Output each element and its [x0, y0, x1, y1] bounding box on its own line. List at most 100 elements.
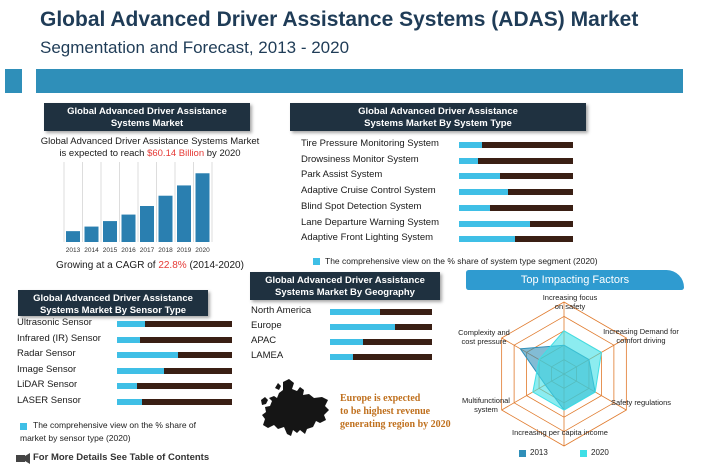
- market-bar: [66, 231, 80, 242]
- market-value-highlight: $60.14 Billion: [147, 148, 205, 159]
- page-title: Global Advanced Driver Assistance System…: [40, 8, 639, 31]
- sensor-type-share-fill: [117, 367, 165, 374]
- radar-legend-2013-swatch: [519, 450, 526, 457]
- sensor-type-bar: [117, 321, 232, 327]
- system-legend-text: The comprehensive view on the % share of…: [325, 256, 598, 266]
- market-bar: [177, 185, 191, 242]
- sensor-legend-text-2: market by sensor type (2020): [20, 433, 131, 443]
- radar-label-complexity: Complexity and cost pressure: [452, 328, 516, 346]
- system-type-label: Adaptive Cruise Control System: [301, 185, 436, 197]
- market-size-chart: 2013 2014 2015 2016 2017 2018 2019 2020: [63, 162, 213, 254]
- system-type-label: Park Assist System: [301, 169, 383, 181]
- system-type-bar: [459, 142, 573, 148]
- cagr-prefix: Growing at a CAGR of: [56, 260, 156, 271]
- page-subtitle: Segmentation and Forecast, 2013 - 2020: [40, 38, 350, 57]
- system-type-bar: [459, 220, 573, 227]
- system-type-bar: [459, 157, 573, 164]
- radar-legend-2013: 2013: [530, 448, 548, 457]
- market-description-line2: is expected to reach $60.14 Billion by 2…: [40, 148, 260, 160]
- market-tick-label: 2014: [84, 247, 99, 254]
- radar-label-multifunctional-l1: Multifunctional: [462, 396, 510, 405]
- radar-label-income: Increasing per capita income: [505, 428, 615, 437]
- system-type-label: Lane Departure Warning System: [301, 216, 439, 228]
- geography-share-fill: [330, 324, 396, 330]
- europe-note: Europe is expected to be highest revenue…: [340, 392, 451, 431]
- market-tick-label: 2019: [177, 247, 192, 254]
- geography-label: LAMEA: [251, 350, 284, 361]
- sensor-type-share-fill: [117, 352, 178, 359]
- radar-legend-2020-swatch: [580, 450, 587, 457]
- market-description: Global Advanced Driver Assistance System…: [40, 136, 260, 160]
- market-bar: [195, 173, 210, 242]
- system-type-box-header: Global Advanced Driver Assistance System…: [290, 103, 586, 131]
- geography-share-fill: [330, 339, 363, 345]
- sensor-type-label: Infrared (IR) Sensor: [17, 332, 101, 344]
- geography-share-fill: [330, 309, 380, 315]
- sensor-type-bar: [117, 383, 232, 390]
- sensor-type-label: Ultrasonic Sensor: [17, 317, 92, 328]
- market-tick-label: 2017: [140, 247, 155, 254]
- system-type-label: Drowsiness Monitor System: [301, 153, 419, 165]
- sensor-type-share-fill: [117, 321, 145, 327]
- radar-label-multifunctional: Multifunctional system: [456, 396, 516, 414]
- system-type-box-title-line2: Systems Market By System Type: [364, 118, 512, 129]
- market-tick-label: 2016: [121, 247, 136, 254]
- market-bar: [103, 221, 117, 242]
- radar-label-regulations-l1: Safety regulations: [610, 398, 672, 407]
- radar-label-comfort: Increasing Demand for comfort driving: [596, 327, 686, 345]
- system-type-share-fill: [459, 236, 515, 243]
- europe-map-icon: [261, 379, 329, 436]
- market-box-title-line1: Global Advanced Driver Assistance: [67, 106, 227, 117]
- system-type-share-fill: [459, 157, 479, 164]
- radar-label-complexity-l2: cost pressure: [461, 337, 507, 346]
- market-cagr: Growing at a CAGR of 22.8% (2014-2020): [40, 260, 260, 272]
- market-tick-label: 2013: [66, 247, 81, 254]
- geography-share-fill: [330, 354, 354, 360]
- geography-label: APAC: [251, 335, 277, 346]
- radar-legend-2020: 2020: [591, 448, 609, 457]
- radar-label-focus-safety-l2: on safety: [554, 302, 586, 311]
- geography-label: Europe: [251, 320, 282, 331]
- sensor-type-share-fill: [117, 399, 143, 405]
- europe-note-line3: generating region by 2020: [340, 419, 451, 430]
- sensor-type-share-fill: [117, 383, 137, 390]
- system-type-bar: [459, 204, 573, 211]
- geography-label: North America: [251, 305, 312, 316]
- radar-series-2020: [532, 330, 602, 411]
- sensor-type-bar: [117, 352, 232, 359]
- system-type-share-fill: [459, 173, 501, 180]
- geography-box-title-line2: Systems Market By Geography: [275, 287, 415, 298]
- market-box-title-line2: Systems Market: [110, 118, 184, 129]
- market-bar: [140, 206, 154, 242]
- sensor-type-label: Radar Sensor: [17, 348, 76, 360]
- radar-label-comfort-l1: Increasing Demand for: [603, 327, 679, 336]
- market-desc-prefix: is expected to reach: [59, 148, 145, 159]
- system-type-label: Blind Spot Detection System: [301, 200, 422, 212]
- market-bar: [158, 195, 173, 242]
- radar-header: Top Impacting Factors: [466, 270, 684, 290]
- system-legend-swatch: [313, 258, 320, 265]
- cagr-suffix: (2014-2020): [189, 260, 244, 271]
- sensor-type-label: LiDAR Sensor: [17, 379, 78, 391]
- sensor-type-label: LASER Sensor: [17, 395, 81, 406]
- sensor-type-bar: [117, 367, 232, 374]
- sensor-type-box-title-line1: Global Advanced Driver Assistance: [33, 293, 193, 304]
- radar-label-comfort-l2: comfort driving: [616, 336, 666, 345]
- sensor-legend-text-1: The comprehensive view on the % share of: [33, 420, 197, 430]
- geography-bar: [330, 324, 432, 330]
- market-bar: [84, 226, 99, 242]
- market-desc-suffix: by 2020: [206, 148, 241, 159]
- radar-label-income-l1: Increasing per capita income: [512, 428, 608, 437]
- system-type-share-fill: [459, 189, 509, 196]
- sensor-type-box-title-line2: Systems Market By Sensor Type: [39, 305, 187, 316]
- europe-note-line1: Europe is expected: [340, 393, 421, 404]
- cagr-value: 22.8%: [158, 260, 187, 271]
- geography-box-header: Global Advanced Driver Assistance System…: [250, 272, 440, 300]
- system-type-share-fill: [459, 220, 530, 227]
- radar-label-multifunctional-l2: system: [474, 405, 498, 414]
- system-type-label: Adaptive Front Lighting System: [301, 232, 434, 244]
- system-type-bar: [459, 189, 573, 196]
- geography-bar: [330, 309, 432, 315]
- footer-text[interactable]: For More Details See Table of Contents: [33, 452, 210, 463]
- market-bar: [121, 214, 136, 242]
